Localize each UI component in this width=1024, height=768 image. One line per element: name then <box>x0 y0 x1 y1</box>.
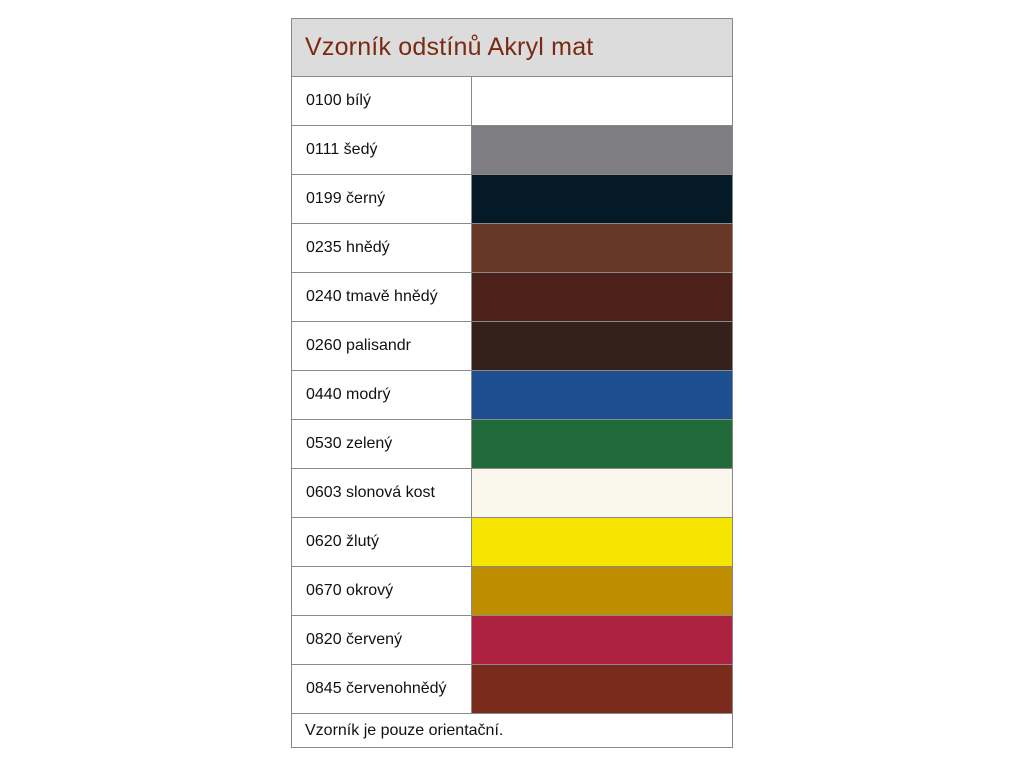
color-swatch <box>472 420 732 468</box>
swatch-rows: 0100 bílý 0111 šedý 0199 černý 0235 hnědý 02… <box>292 77 732 714</box>
color-swatch <box>472 567 732 615</box>
table-row: 0100 bílý <box>292 77 732 126</box>
table-row: 0845 červenohnědý <box>292 665 732 714</box>
color-label: 0603 slonová kost <box>292 469 472 517</box>
color-label: 0100 bílý <box>292 77 472 125</box>
color-label: 0111 šedý <box>292 126 472 174</box>
color-swatch <box>472 77 732 125</box>
table-row: 0235 hnědý <box>292 224 732 273</box>
table-row: 0603 slonová kost <box>292 469 732 518</box>
color-label: 0240 tmavě hnědý <box>292 273 472 321</box>
table-row: 0260 palisandr <box>292 322 732 371</box>
color-label: 0260 palisandr <box>292 322 472 370</box>
table-row: 0440 modrý <box>292 371 732 420</box>
color-label: 0620 žlutý <box>292 518 472 566</box>
table-row: 0199 černý <box>292 175 732 224</box>
color-swatch <box>472 616 732 664</box>
color-label: 0235 hnědý <box>292 224 472 272</box>
color-swatch <box>472 665 732 713</box>
color-label: 0530 zelený <box>292 420 472 468</box>
color-swatch <box>472 273 732 321</box>
table-row: 0530 zelený <box>292 420 732 469</box>
color-swatch <box>472 371 732 419</box>
color-swatch <box>472 322 732 370</box>
color-swatch <box>472 469 732 517</box>
page-title: Vzorník odstínů Akryl mat <box>305 33 594 61</box>
color-label: 0845 červenohnědý <box>292 665 472 713</box>
table-row: 0820 červený <box>292 616 732 665</box>
color-label: 0199 černý <box>292 175 472 223</box>
color-label: 0820 červený <box>292 616 472 664</box>
color-label: 0440 modrý <box>292 371 472 419</box>
color-swatch-table: Vzorník odstínů Akryl mat 0100 bílý 0111 … <box>291 18 733 748</box>
color-swatch <box>472 126 732 174</box>
table-header: Vzorník odstínů Akryl mat <box>292 19 732 77</box>
table-row: 0240 tmavě hnědý <box>292 273 732 322</box>
table-row: 0111 šedý <box>292 126 732 175</box>
color-label: 0670 okrový <box>292 567 472 615</box>
table-row: 0620 žlutý <box>292 518 732 567</box>
color-swatch <box>472 175 732 223</box>
color-swatch <box>472 518 732 566</box>
footer-note: Vzorník je pouze orientační. <box>305 721 504 739</box>
table-row: 0670 okrový <box>292 567 732 616</box>
color-swatch <box>472 224 732 272</box>
